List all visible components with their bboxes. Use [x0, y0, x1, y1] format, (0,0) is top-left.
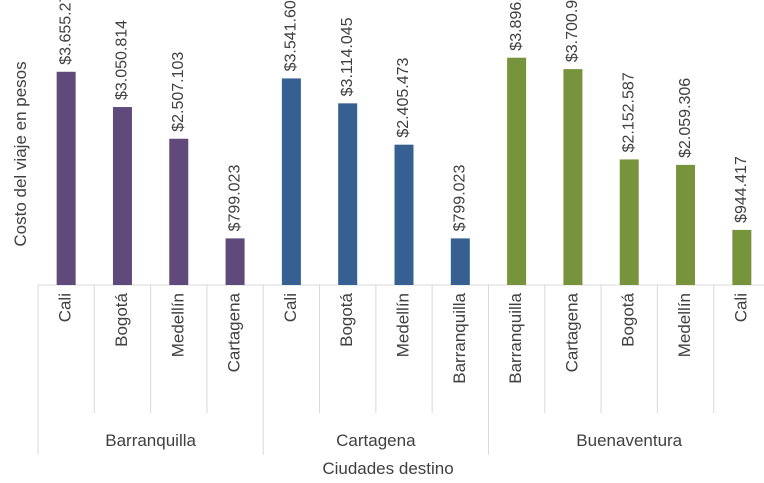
bar-value-label: $3.896.604 — [508, 0, 525, 51]
chart-category-labels: Cali Bogotá Medellín Cartagena Cali Bogotá Med… — [56, 292, 751, 383]
bar — [394, 144, 414, 285]
bar — [450, 238, 470, 285]
bar — [507, 57, 527, 285]
category-label: Bogotá — [619, 292, 638, 346]
chart-axes — [37, 284, 764, 455]
category-label: Cartagena — [562, 292, 581, 372]
x-axis-title: Ciudades destino — [322, 459, 453, 478]
category-label: Bogotá — [112, 292, 131, 346]
bar-value-label: $3.655.273 — [57, 0, 74, 65]
bar-value-label: $2.507.103 — [170, 52, 187, 132]
bar — [281, 78, 301, 285]
category-label: Medellín — [675, 293, 694, 357]
bar-value-label: $944.417 — [733, 156, 750, 223]
category-label: Cali — [56, 293, 75, 322]
category-label: Barranquilla — [506, 292, 525, 383]
category-label: Bogotá — [337, 292, 356, 346]
bar-value-label: $2.059.306 — [677, 78, 694, 158]
bar — [56, 71, 76, 285]
group-label: Buenaventura — [576, 431, 682, 450]
category-label: Cartagena — [225, 292, 244, 372]
bar-value-label: $2.405.473 — [395, 58, 412, 138]
category-label: Barranquilla — [450, 292, 469, 383]
category-label: Medellín — [393, 293, 412, 357]
category-label: Cali — [731, 293, 750, 322]
bar — [732, 229, 752, 285]
chart-group-labels: Barranquilla Cartagena Buenaventura — [105, 431, 682, 450]
group-label: Barranquilla — [105, 431, 196, 450]
bar — [338, 103, 358, 285]
bar-value-label: $3.700.900 — [564, 0, 581, 62]
chart-value-labels: $3.655.273 $3.050.814 $2.507.103 $799.023 $3… — [57, 0, 750, 231]
bar-value-label: $3.114.045 — [339, 17, 356, 96]
bar-value-label: $3.050.814 — [114, 20, 131, 100]
group-label: Cartagena — [336, 431, 416, 450]
bar — [676, 164, 696, 285]
bar — [225, 238, 245, 285]
y-axis-title: Costo del viaje en pesos — [11, 61, 30, 246]
bar — [563, 69, 583, 285]
chart-bars — [56, 57, 752, 285]
bar-value-label: $3.541.601 — [283, 0, 300, 71]
bar — [169, 138, 189, 285]
bar — [112, 107, 132, 285]
bar-value-label: $799.023 — [452, 165, 469, 232]
bar-value-label: $799.023 — [226, 165, 243, 232]
category-label: Medellín — [168, 293, 187, 357]
bar — [619, 159, 639, 285]
category-label: Cali — [281, 293, 300, 322]
bar-value-label: $2.152.587 — [620, 72, 637, 152]
